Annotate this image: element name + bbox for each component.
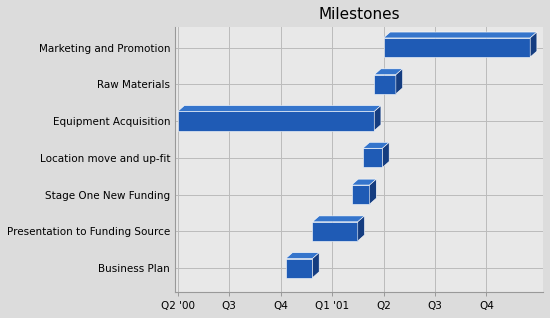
- Polygon shape: [383, 38, 530, 57]
- Polygon shape: [374, 69, 403, 75]
- Polygon shape: [178, 112, 374, 131]
- Polygon shape: [370, 179, 376, 204]
- Polygon shape: [382, 142, 389, 167]
- Title: Milestones: Milestones: [318, 7, 400, 22]
- Polygon shape: [363, 142, 389, 148]
- Polygon shape: [351, 179, 376, 185]
- Polygon shape: [351, 185, 370, 204]
- Polygon shape: [312, 216, 365, 222]
- Polygon shape: [178, 106, 381, 112]
- Polygon shape: [312, 222, 358, 241]
- Polygon shape: [383, 32, 537, 38]
- Polygon shape: [396, 69, 403, 94]
- Polygon shape: [285, 259, 312, 278]
- Polygon shape: [285, 253, 319, 259]
- Polygon shape: [374, 75, 396, 94]
- Polygon shape: [363, 148, 382, 167]
- Polygon shape: [530, 32, 537, 57]
- Polygon shape: [312, 253, 319, 278]
- Polygon shape: [358, 216, 365, 241]
- Polygon shape: [374, 106, 381, 131]
